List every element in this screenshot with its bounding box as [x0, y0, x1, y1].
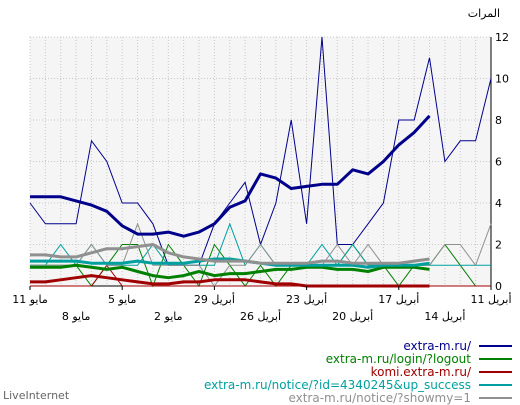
x-tick-label: 8 مايو: [62, 310, 91, 323]
y-tick-label: 0: [495, 280, 502, 293]
x-tick-label: 17 أبريل: [378, 292, 419, 306]
brand-watermark: LiveInternet: [3, 389, 70, 402]
series-average-line-3: [30, 257, 430, 269]
y-tick-label: 8: [495, 114, 502, 127]
y-tick-label: 10: [495, 73, 509, 86]
legend: extra-m.ru/extra-m.ru/login/?logoutkomi.…: [204, 339, 512, 405]
y-tick-label: 4: [495, 197, 502, 210]
y-tick-label: 6: [495, 156, 502, 169]
legend-label: extra-m.ru/notice/?showmy=1: [288, 391, 471, 405]
legend-label: extra-m.ru/notice/?id=4340245&up_success: [204, 378, 471, 392]
x-tick-label: 20 أبريل: [332, 309, 373, 323]
x-tick-label: 26 أبريل: [240, 309, 281, 323]
x-tick-label: 11 مايو: [12, 293, 48, 306]
x-tick-label: 5 مايو: [108, 293, 137, 306]
series-average-line-4: [30, 243, 430, 265]
legend-label: extra-m.ru/: [403, 339, 472, 353]
x-tick-label: 11 أبريل: [470, 292, 511, 306]
series-average-line-2: [30, 274, 430, 288]
y-tick-label: 12: [495, 31, 509, 44]
legend-label: extra-m.ru/login/?logout: [326, 352, 472, 366]
x-tick-label: 29 أبريل: [194, 292, 235, 306]
legend-label: komi.extra-m.ru/: [371, 365, 472, 379]
series-average-line-1: [30, 263, 430, 280]
series-average-line-0: [30, 114, 431, 238]
y-tick-label: 2: [495, 239, 502, 252]
plot-area: 0 2 4 6 8 10 12 11 مايو 5 مايو 29 أبريل 23 أبريل 17…: [12, 31, 511, 323]
x-tick-label: 14 أبريل: [424, 309, 465, 323]
x-tick-label: 23 أبريل: [286, 292, 327, 306]
x-tick-label: 2 مايو: [154, 310, 183, 323]
y-axis-label: المرات: [468, 7, 500, 20]
